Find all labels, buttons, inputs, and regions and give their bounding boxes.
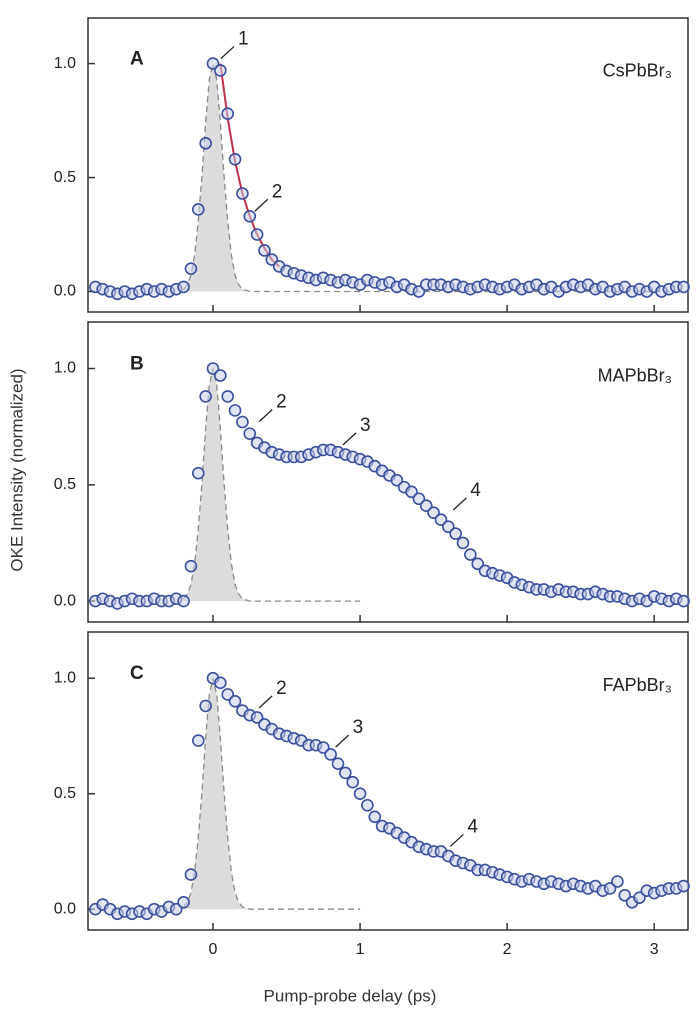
- y-tick-label: 1.0: [54, 55, 76, 72]
- data-point: [228, 404, 242, 417]
- x-tick-label: 1: [356, 941, 365, 958]
- data-point: [258, 244, 271, 257]
- x-tick-label: 2: [503, 941, 512, 958]
- data-point: [677, 594, 690, 608]
- y-tick-label: 0.5: [54, 476, 76, 493]
- data-point: [177, 895, 190, 909]
- data-point: [243, 209, 257, 223]
- annotation-label: 2: [276, 392, 287, 413]
- data-point: [221, 390, 235, 403]
- data-point: [456, 536, 470, 550]
- annotation-label: 3: [360, 415, 371, 436]
- x-axis-title: Pump-probe delay (ps): [264, 986, 437, 1005]
- data-point: [184, 868, 198, 881]
- data-point: [346, 775, 360, 789]
- annotation-label: 4: [470, 480, 481, 501]
- annotation-leader: [220, 46, 235, 60]
- panel-label: B: [130, 354, 144, 375]
- data-point: [228, 695, 242, 708]
- data-point: [214, 64, 227, 77]
- data-point: [184, 559, 198, 573]
- compound-label: FAPbBr₃: [603, 675, 672, 695]
- data-point: [199, 699, 212, 713]
- y-tick-label: 0.5: [54, 785, 76, 802]
- y-tick-label: 1.0: [54, 669, 76, 686]
- annotation-label: 2: [276, 678, 287, 699]
- data-point: [464, 548, 477, 561]
- annotation-leader: [254, 198, 269, 212]
- data-point: [177, 280, 190, 294]
- data-point: [236, 187, 249, 200]
- data-point: [191, 203, 205, 216]
- x-tick-label: 0: [209, 941, 218, 958]
- data-point: [228, 153, 242, 166]
- annotation-leader: [342, 432, 357, 446]
- data-point: [199, 137, 212, 150]
- data-point: [324, 748, 337, 761]
- data-point: [243, 427, 257, 440]
- data-point: [191, 734, 205, 747]
- irf-fill: [183, 368, 361, 602]
- data-point: [353, 787, 367, 801]
- annotation-leader: [335, 734, 350, 748]
- data-point: [214, 369, 227, 382]
- panel-label: C: [130, 663, 144, 684]
- data-point: [368, 810, 382, 824]
- irf-line: [183, 678, 361, 910]
- irf-line: [183, 63, 684, 293]
- data-point: [199, 390, 212, 403]
- annotation-label: 1: [238, 29, 249, 50]
- irf-fill: [183, 678, 361, 910]
- y-tick-label: 0.0: [54, 900, 76, 917]
- annotation-label: 4: [467, 816, 478, 837]
- plot-frame: [87, 631, 689, 931]
- plot-frame: [87, 17, 689, 313]
- data-point: [221, 107, 235, 121]
- data-point: [611, 875, 624, 888]
- y-tick-label: 0.5: [54, 169, 76, 186]
- annotation-leader: [449, 833, 464, 847]
- annotation-leader: [452, 497, 467, 511]
- irf-fill: [183, 63, 684, 292]
- data-point: [184, 262, 198, 275]
- plot-frame: [87, 321, 689, 623]
- data-point: [250, 228, 264, 241]
- x-tick-label: 3: [650, 941, 659, 958]
- annotation-leader: [258, 695, 273, 709]
- irf-line: [183, 368, 361, 602]
- data-point: [236, 415, 249, 429]
- data-point: [361, 798, 374, 812]
- data-point: [449, 527, 462, 540]
- annotation-label: 2: [272, 181, 283, 202]
- y-tick-label: 1.0: [54, 360, 76, 377]
- data-point: [214, 676, 227, 690]
- data-point: [177, 594, 190, 608]
- compound-label: CsPbBr₃: [603, 60, 672, 80]
- y-tick-label: 0.0: [54, 283, 76, 300]
- data-point: [677, 280, 690, 294]
- data-point: [331, 757, 345, 770]
- y-tick-label: 0.0: [54, 592, 76, 609]
- data-point: [191, 466, 205, 480]
- compound-label: MAPbBr₃: [598, 365, 672, 385]
- y-axis-title: OKE Intensity (normalized): [7, 368, 26, 571]
- data-point: [677, 879, 690, 893]
- data-point: [339, 766, 352, 780]
- annotation-label: 3: [353, 717, 364, 738]
- annotation-leader: [258, 409, 273, 423]
- panel-label: A: [130, 49, 144, 70]
